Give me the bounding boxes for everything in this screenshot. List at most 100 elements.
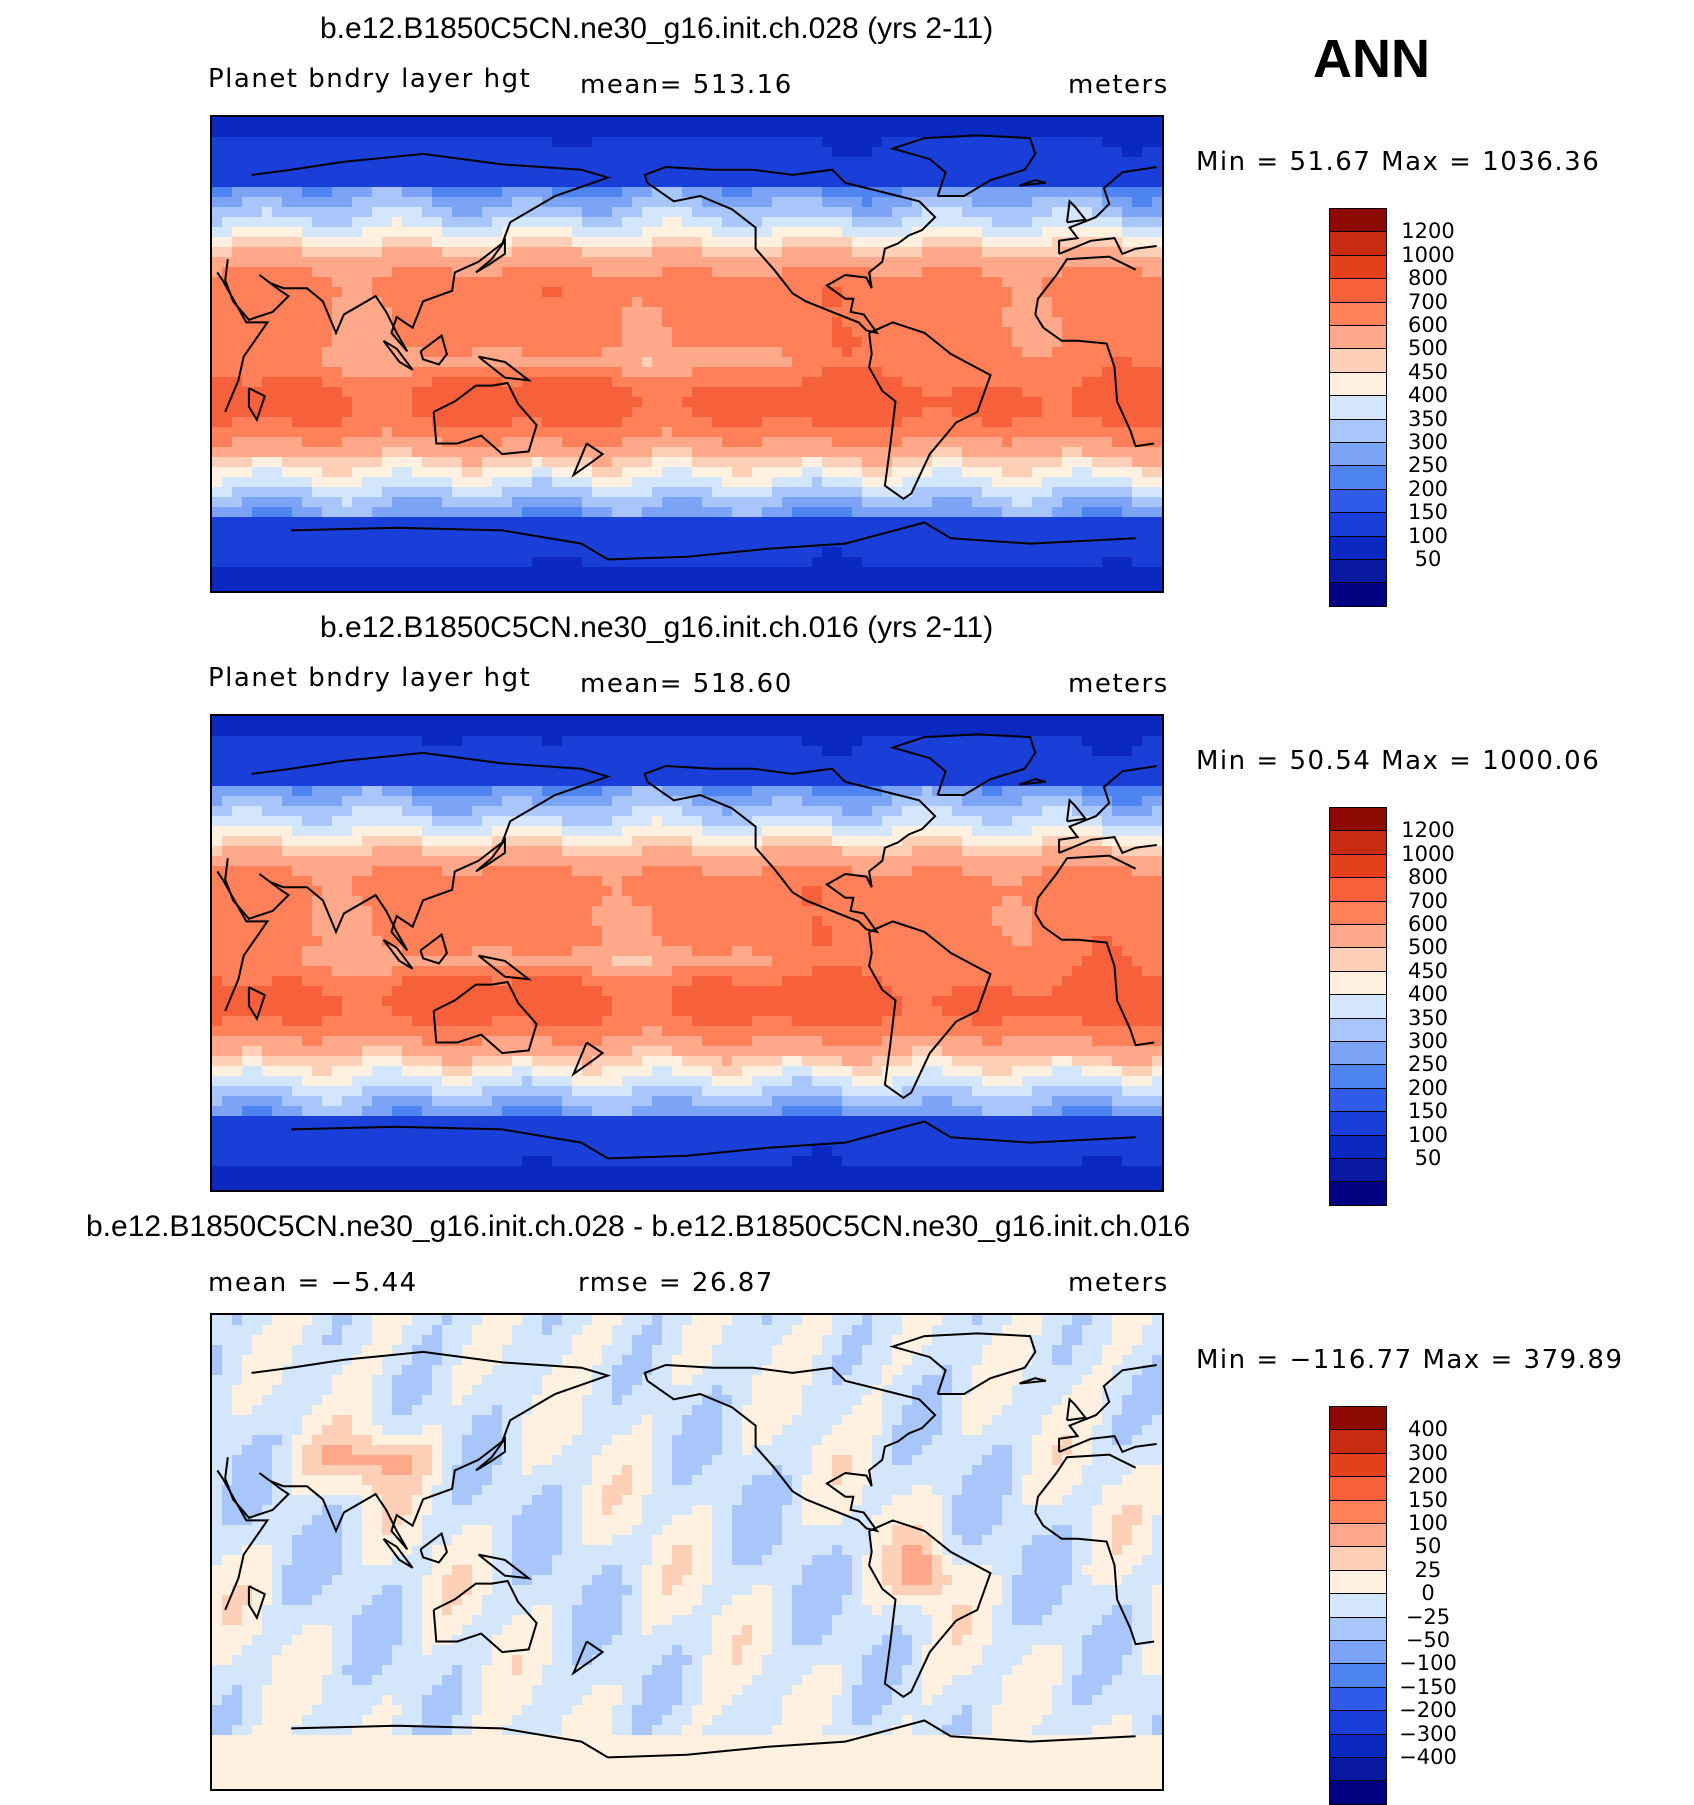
- colorbar-label: 0: [1393, 1581, 1463, 1605]
- colorbar-swatch: [1329, 1710, 1387, 1735]
- min-max-label: Min = 51.67 Max = 1036.36: [1196, 147, 1600, 177]
- colorbar-swatch: [1329, 419, 1387, 444]
- mean-label: mean= 513.16: [580, 70, 793, 100]
- colorbar-label: 300: [1393, 1029, 1463, 1053]
- colorbar-swatch: [1329, 1500, 1387, 1525]
- contour-map: [210, 1313, 1164, 1791]
- colorbar-label: −300: [1393, 1722, 1463, 1746]
- colorbar-swatch: [1329, 1158, 1387, 1183]
- colorbar-label: 50: [1393, 1534, 1463, 1558]
- mean-label: mean = −5.44: [208, 1268, 418, 1298]
- colorbar-swatch: [1329, 1687, 1387, 1712]
- colorbar-label: 400: [1393, 383, 1463, 407]
- colorbar-label: 450: [1393, 360, 1463, 384]
- panel-title: b.e12.B1850C5CN.ne30_g16.init.ch.016 (yr…: [320, 611, 993, 645]
- colorbar-label: 1200: [1393, 818, 1463, 842]
- contour-map: [210, 714, 1164, 1192]
- panel-title: b.e12.B1850C5CN.ne30_g16.init.ch.028 (yr…: [320, 12, 993, 46]
- colorbar-swatch: [1329, 325, 1387, 350]
- colorbar-swatch: [1329, 208, 1387, 233]
- colorbar-swatch: [1329, 854, 1387, 879]
- colorbar-label: 600: [1393, 912, 1463, 936]
- colorbar-label: 200: [1393, 477, 1463, 501]
- units-label: meters: [1068, 1268, 1169, 1298]
- colorbar-swatch: [1329, 1088, 1387, 1113]
- contour-fill: [212, 1315, 1162, 1789]
- colorbar-label: 350: [1393, 1006, 1463, 1030]
- colorbar-label: 800: [1393, 266, 1463, 290]
- colorbar-swatch: [1329, 1181, 1387, 1206]
- colorbar-swatch: [1329, 1429, 1387, 1454]
- colorbar-label: 150: [1393, 500, 1463, 524]
- colorbar-swatch: [1329, 489, 1387, 514]
- colorbar-swatch: [1329, 231, 1387, 256]
- colorbar-swatch: [1329, 807, 1387, 832]
- colorbar-swatch: [1329, 877, 1387, 902]
- colorbar-label: 250: [1393, 453, 1463, 477]
- colorbar-label: 150: [1393, 1488, 1463, 1512]
- colorbar-label: 500: [1393, 935, 1463, 959]
- min-max-label: Min = 50.54 Max = 1000.06: [1196, 746, 1600, 776]
- colorbar-swatch: [1329, 1476, 1387, 1501]
- colorbar-swatch: [1329, 395, 1387, 420]
- colorbar-label: 300: [1393, 1441, 1463, 1465]
- colorbar-label: 200: [1393, 1076, 1463, 1100]
- colorbar-swatch: [1329, 924, 1387, 949]
- colorbar-swatch: [1329, 442, 1387, 467]
- variable-label: Planet bndry layer hgt: [208, 663, 531, 693]
- colorbar-label: 700: [1393, 290, 1463, 314]
- colorbar-label: −150: [1393, 1675, 1463, 1699]
- colorbar-label: 800: [1393, 865, 1463, 889]
- colorbar-swatch: [1329, 901, 1387, 926]
- contour-fill: [212, 117, 1162, 591]
- colorbar-label: 50: [1393, 1146, 1463, 1170]
- colorbar-swatch: [1329, 559, 1387, 584]
- colorbar-swatch: [1329, 1546, 1387, 1571]
- colorbar-label: −400: [1393, 1745, 1463, 1769]
- colorbar-label: 150: [1393, 1099, 1463, 1123]
- colorbar-swatch: [1329, 582, 1387, 607]
- panel-title: b.e12.B1850C5CN.ne30_g16.init.ch.028 - b…: [86, 1210, 1190, 1244]
- colorbar-label: 400: [1393, 982, 1463, 1006]
- colorbar-swatch: [1329, 1041, 1387, 1066]
- min-max-label: Min = −116.77 Max = 379.89: [1196, 1345, 1624, 1375]
- rmse-label: rmse = 26.87: [578, 1268, 774, 1298]
- colorbar-swatch: [1329, 1640, 1387, 1665]
- colorbar-label: 200: [1393, 1464, 1463, 1488]
- colorbar-swatch: [1329, 1757, 1387, 1782]
- colorbar-swatch: [1329, 1018, 1387, 1043]
- colorbar-swatch: [1329, 465, 1387, 490]
- map-field: [212, 117, 1162, 591]
- season-label: ANN: [1313, 28, 1430, 90]
- colorbar-swatch: [1329, 1064, 1387, 1089]
- mean-label: mean= 518.60: [580, 669, 793, 699]
- variable-label: Planet bndry layer hgt: [208, 64, 531, 94]
- colorbar-swatch: [1329, 302, 1387, 327]
- colorbar-label: 350: [1393, 407, 1463, 431]
- colorbar-label: 100: [1393, 1123, 1463, 1147]
- colorbar-swatch: [1329, 536, 1387, 561]
- colorbar-label: 1200: [1393, 219, 1463, 243]
- colorbar-label: 400: [1393, 1417, 1463, 1441]
- colorbar-swatch: [1329, 1734, 1387, 1759]
- colorbar-label: 250: [1393, 1052, 1463, 1076]
- colorbar-swatch: [1329, 1617, 1387, 1642]
- colorbar-swatch: [1329, 278, 1387, 303]
- colorbar-swatch: [1329, 1663, 1387, 1688]
- contour-map: [210, 115, 1164, 593]
- units-label: meters: [1068, 669, 1169, 699]
- colorbar-label: 100: [1393, 524, 1463, 548]
- colorbar-swatch: [1329, 971, 1387, 996]
- colorbar-swatch: [1329, 1111, 1387, 1136]
- colorbar-swatch: [1329, 255, 1387, 280]
- units-label: meters: [1068, 70, 1169, 100]
- colorbar-swatch: [1329, 994, 1387, 1019]
- colorbar-label: 450: [1393, 959, 1463, 983]
- colorbar-swatch: [1329, 348, 1387, 373]
- colorbar-label: 50: [1393, 547, 1463, 571]
- colorbar-swatch: [1329, 830, 1387, 855]
- colorbar-label: −25: [1393, 1605, 1463, 1629]
- colorbar-swatch: [1329, 1453, 1387, 1478]
- colorbar-label: 700: [1393, 889, 1463, 913]
- colorbar-swatch: [1329, 1780, 1387, 1805]
